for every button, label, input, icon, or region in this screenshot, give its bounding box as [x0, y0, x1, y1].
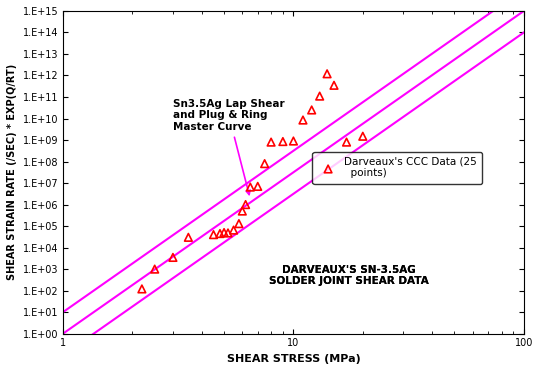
Darveaux's CCC Data (25
  points): [246, 184, 255, 190]
X-axis label: SHEAR STRESS (MPa): SHEAR STRESS (MPa): [227, 354, 360, 364]
Darveaux's CCC Data (25
  points): [359, 133, 367, 139]
Darveaux's CCC Data (25
  points): [241, 201, 250, 207]
Darveaux's CCC Data (25
  points): [279, 139, 287, 145]
Darveaux's CCC Data (25
  points): [138, 286, 146, 292]
Darveaux's CCC Data (25
  points): [224, 230, 232, 236]
Darveaux's CCC Data (25
  points): [234, 221, 243, 227]
Text: DARVEAUX'S SN-3.5AG
SOLDER JOINT SHEAR DATA: DARVEAUX'S SN-3.5AG SOLDER JOINT SHEAR D…: [269, 265, 429, 286]
Y-axis label: SHEAR STRAIN RATE (/SEC) * EXP(Q/RT): SHEAR STRAIN RATE (/SEC) * EXP(Q/RT): [7, 64, 17, 280]
Darveaux's CCC Data (25
  points): [289, 138, 298, 144]
Darveaux's CCC Data (25
  points): [267, 139, 275, 145]
Darveaux's CCC Data (25
  points): [260, 161, 269, 167]
Darveaux's CCC Data (25
  points): [342, 139, 351, 145]
Darveaux's CCC Data (25
  points): [330, 82, 339, 88]
Text: DARVEAUX'S SN-3.5AG
SOLDER JOINT SHEAR DATA: DARVEAUX'S SN-3.5AG SOLDER JOINT SHEAR D…: [269, 265, 429, 286]
Darveaux's CCC Data (25
  points): [184, 234, 193, 240]
Darveaux's CCC Data (25
  points): [209, 232, 218, 237]
Darveaux's CCC Data (25
  points): [253, 183, 262, 189]
Legend: Darveaux's CCC Data (25
  points): Darveaux's CCC Data (25 points): [313, 152, 482, 184]
Darveaux's CCC Data (25
  points): [168, 255, 177, 260]
Darveaux's CCC Data (25
  points): [150, 266, 159, 272]
Darveaux's CCC Data (25
  points): [238, 208, 247, 214]
Darveaux's CCC Data (25
  points): [315, 93, 324, 99]
Darveaux's CCC Data (25
  points): [230, 227, 238, 233]
Darveaux's CCC Data (25
  points): [215, 230, 224, 236]
Text: Sn3.5Ag Lap Shear
and Plug & Ring
Master Curve: Sn3.5Ag Lap Shear and Plug & Ring Master…: [173, 99, 285, 194]
Darveaux's CCC Data (25
  points): [307, 107, 316, 113]
Darveaux's CCC Data (25
  points): [220, 230, 228, 236]
Darveaux's CCC Data (25
  points): [299, 117, 307, 123]
Darveaux's CCC Data (25
  points): [323, 71, 332, 77]
